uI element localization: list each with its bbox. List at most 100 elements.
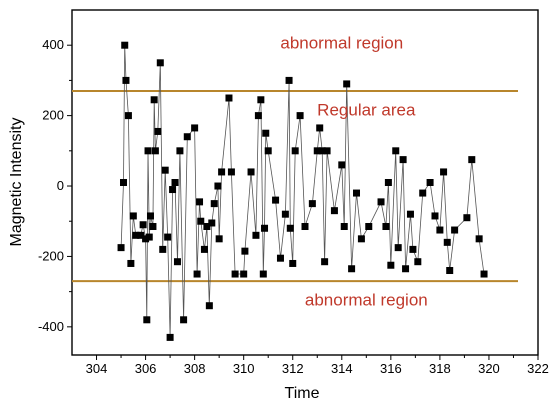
data-point <box>387 261 395 269</box>
data-point <box>446 267 454 275</box>
data-point <box>261 224 269 232</box>
data-point <box>338 161 346 169</box>
data-point <box>340 223 348 231</box>
data-point <box>210 200 218 208</box>
data-point <box>353 189 361 197</box>
data-point <box>318 147 326 155</box>
data-point <box>480 270 488 278</box>
data-point <box>120 179 128 186</box>
data-point <box>440 168 448 176</box>
data-point <box>241 247 249 255</box>
data-point <box>146 212 154 220</box>
data-point <box>173 258 181 266</box>
data-point <box>382 223 390 231</box>
data-point <box>343 80 351 88</box>
data-point <box>316 124 324 132</box>
data-point <box>409 245 417 253</box>
data-point <box>161 166 169 174</box>
data-point <box>176 147 184 155</box>
data-point <box>122 76 130 84</box>
data-point <box>197 217 205 225</box>
data-point <box>475 235 483 243</box>
data-point <box>149 223 157 231</box>
data-point <box>308 200 316 208</box>
data-point <box>463 214 471 222</box>
data-point <box>431 212 439 220</box>
y-tick-label: 200 <box>42 108 64 123</box>
data-point <box>137 231 145 239</box>
data-point <box>142 235 150 243</box>
data-point <box>259 270 267 278</box>
data-point <box>225 94 233 102</box>
data-point <box>392 147 400 155</box>
data-point <box>166 333 174 341</box>
data-markers <box>117 41 488 341</box>
data-point <box>169 186 177 194</box>
data-point <box>291 147 299 155</box>
data-point <box>377 198 385 206</box>
y-tick-label: -400 <box>38 319 64 334</box>
y-tick-label: -200 <box>38 248 64 263</box>
data-point <box>156 59 164 67</box>
data-point <box>313 147 321 155</box>
y-axis-label: Magnetic Intensity <box>8 118 25 247</box>
x-tick-label: 312 <box>282 361 304 376</box>
data-point <box>468 156 476 164</box>
x-tick-label: 318 <box>429 361 451 376</box>
data-point <box>262 129 270 137</box>
data-point <box>296 112 304 120</box>
data-point <box>254 112 262 120</box>
data-point <box>200 245 208 253</box>
data-point <box>159 245 167 253</box>
data-point <box>203 223 211 231</box>
data-point <box>247 168 255 176</box>
data-point <box>121 41 129 49</box>
data-point <box>264 147 272 155</box>
data-point <box>289 259 297 267</box>
data-point <box>443 238 451 246</box>
data-point <box>419 189 427 197</box>
data-point <box>144 147 152 155</box>
annotation-label: abnormal region <box>305 291 428 310</box>
data-point <box>164 233 172 241</box>
data-point <box>365 223 373 231</box>
x-tick-label: 322 <box>527 361 549 376</box>
data-point <box>191 124 199 132</box>
data-point <box>402 265 410 273</box>
data-point <box>171 179 179 186</box>
x-axis-ticks: 304 306 308 310 312 314 316 318 320 322 <box>86 355 549 376</box>
data-point <box>323 147 331 155</box>
y-tick-label: 400 <box>42 37 64 52</box>
data-point <box>145 233 153 241</box>
data-point <box>150 96 158 104</box>
x-tick-label: 316 <box>380 361 402 376</box>
data-point <box>196 198 204 206</box>
x-tick-label: 306 <box>135 361 157 376</box>
data-point <box>357 235 365 243</box>
x-axis-label: Time <box>285 385 320 402</box>
data-point <box>205 302 213 310</box>
data-point <box>286 224 294 232</box>
x-tick-label: 320 <box>478 361 500 376</box>
reference-lines <box>72 89 518 283</box>
data-point <box>227 168 235 176</box>
data-point <box>139 221 147 229</box>
data-point <box>451 226 459 234</box>
annotations: abnormal region Regular area abnormal regi… <box>280 34 427 310</box>
plot-frame <box>71 9 539 356</box>
data-point <box>231 270 239 278</box>
data-point <box>276 254 284 262</box>
x-tick-label: 310 <box>233 361 255 376</box>
data-point <box>151 147 159 155</box>
data-point <box>257 96 265 104</box>
annotation-label: Regular area <box>317 101 416 120</box>
data-point <box>436 226 444 234</box>
data-point <box>132 231 140 239</box>
y-tick-label: 0 <box>57 178 64 193</box>
data-point <box>348 265 356 273</box>
data-point <box>272 196 280 204</box>
data-point <box>183 133 191 141</box>
data-point <box>252 231 260 239</box>
data-point <box>414 258 422 266</box>
